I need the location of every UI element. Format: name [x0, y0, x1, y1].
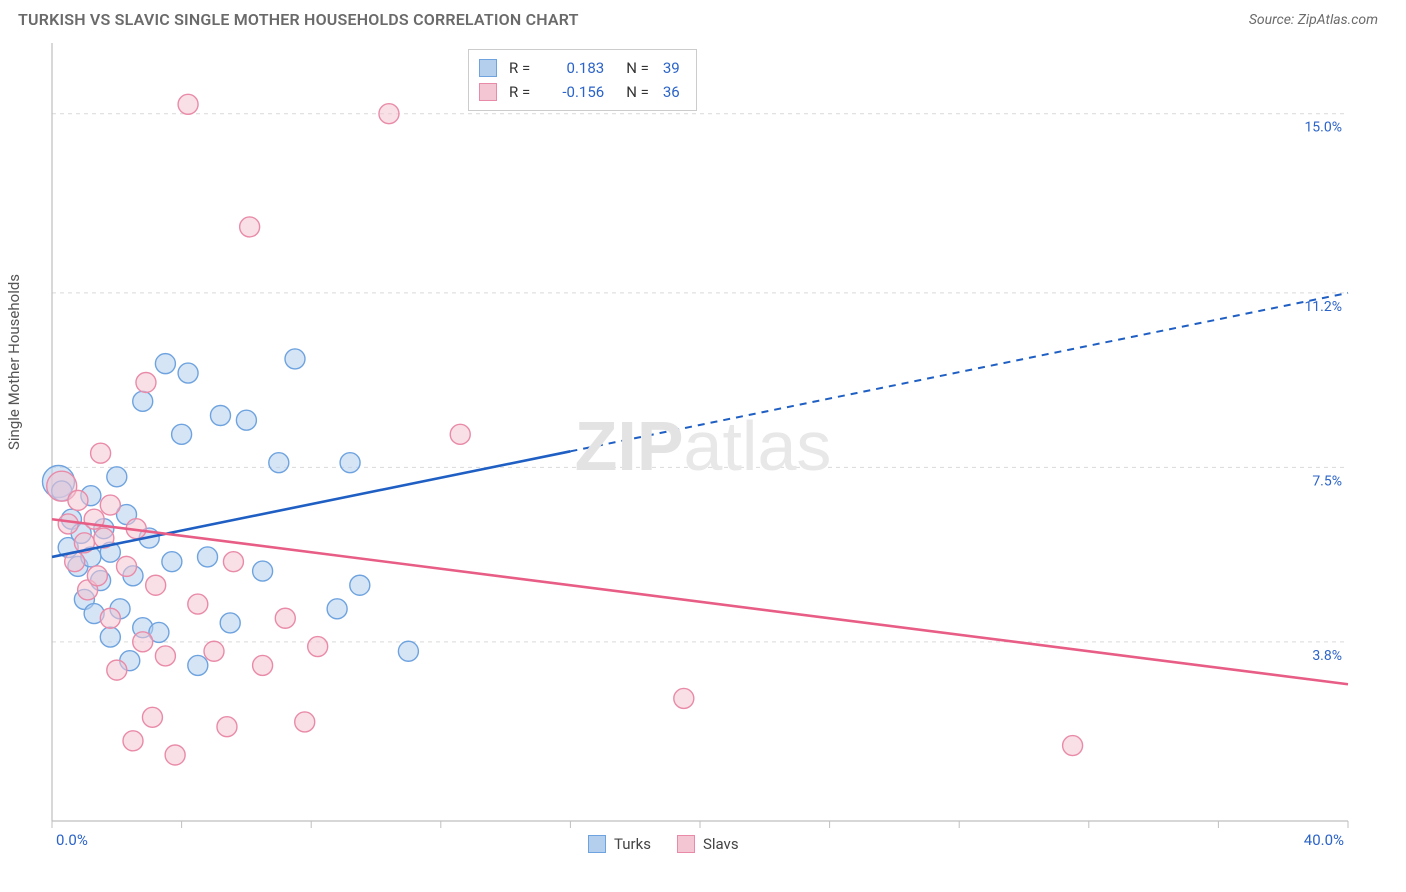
- data-point: [117, 556, 137, 576]
- data-point: [220, 613, 240, 633]
- data-point: [253, 655, 273, 675]
- legend-r-value: 0.183: [540, 56, 604, 80]
- legend-r-value: -0.156: [540, 80, 604, 104]
- scatter-chart: 15.0%11.2%7.5%3.8%0.0%40.0%: [18, 35, 1368, 865]
- data-point: [295, 712, 315, 732]
- legend-n-value: 36: [663, 80, 680, 104]
- data-point: [275, 608, 295, 628]
- source-prefix: Source:: [1249, 12, 1298, 28]
- data-point: [198, 547, 218, 567]
- legend-n-label: N =: [626, 80, 649, 104]
- data-point: [308, 637, 328, 657]
- series-legend-label: Slavs: [703, 835, 739, 853]
- data-point: [155, 646, 175, 666]
- data-point: [146, 575, 166, 595]
- chart-header: TURKISH VS SLAVIC SINGLE MOTHER HOUSEHOL…: [0, 0, 1406, 35]
- data-point: [142, 707, 162, 727]
- legend-n-value: 39: [663, 56, 680, 80]
- y-tick-label: 15.0%: [1304, 120, 1342, 136]
- data-point: [100, 608, 120, 628]
- trend-line-dashed: [570, 293, 1348, 451]
- series-legend-item: Slavs: [677, 835, 739, 853]
- chart-container: Single Mother Households ZIPatlas 15.0%1…: [18, 35, 1388, 865]
- series-legend-item: Turks: [588, 835, 651, 853]
- data-point: [87, 566, 107, 586]
- data-point: [136, 372, 156, 392]
- series-legend: Turks Slavs: [588, 835, 739, 853]
- data-point: [223, 552, 243, 572]
- legend-n-label: N =: [626, 56, 649, 80]
- source-name: ZipAtlas.com: [1298, 12, 1378, 28]
- data-point: [107, 660, 127, 680]
- data-point: [133, 391, 153, 411]
- data-point: [178, 363, 198, 383]
- data-point: [340, 453, 360, 473]
- y-tick-label: 3.8%: [1312, 648, 1342, 664]
- chart-source: Source: ZipAtlas.com: [1249, 12, 1378, 28]
- data-point: [398, 641, 418, 661]
- correlation-legend: R = 0.183 N = 39 R = -0.156 N = 36: [468, 49, 697, 111]
- data-point: [379, 104, 399, 124]
- legend-row: R = -0.156 N = 36: [479, 80, 680, 104]
- data-point: [58, 514, 78, 534]
- data-point: [1063, 736, 1083, 756]
- data-point: [172, 424, 192, 444]
- legend-swatch: [677, 835, 695, 853]
- data-point: [107, 467, 127, 487]
- data-point: [285, 349, 305, 369]
- data-point: [155, 354, 175, 374]
- legend-swatch: [479, 59, 497, 77]
- data-point: [162, 552, 182, 572]
- data-point: [240, 217, 260, 237]
- chart-title: TURKISH VS SLAVIC SINGLE MOTHER HOUSEHOL…: [18, 10, 579, 29]
- x-max-label: 40.0%: [1304, 831, 1344, 849]
- data-point: [68, 490, 88, 510]
- data-point: [91, 443, 111, 463]
- series-legend-label: Turks: [614, 835, 651, 853]
- data-point: [188, 594, 208, 614]
- data-point: [123, 731, 143, 751]
- y-tick-label: 7.5%: [1312, 473, 1342, 489]
- legend-row: R = 0.183 N = 39: [479, 56, 680, 80]
- legend-swatch: [588, 835, 606, 853]
- data-point: [210, 405, 230, 425]
- data-point: [674, 688, 694, 708]
- data-point: [204, 641, 224, 661]
- data-point: [133, 632, 153, 652]
- data-point: [100, 495, 120, 515]
- data-point: [217, 717, 237, 737]
- legend-r-label: R =: [509, 56, 530, 80]
- data-point: [100, 627, 120, 647]
- data-point: [253, 561, 273, 581]
- x-min-label: 0.0%: [56, 831, 88, 849]
- trend-line-solid: [52, 519, 1348, 684]
- legend-r-label: R =: [509, 80, 530, 104]
- data-point: [350, 575, 370, 595]
- data-point: [269, 453, 289, 473]
- data-point: [450, 424, 470, 444]
- data-point: [236, 410, 256, 430]
- data-point: [188, 655, 208, 675]
- data-point: [327, 599, 347, 619]
- data-point: [178, 94, 198, 114]
- legend-swatch: [479, 83, 497, 101]
- data-point: [165, 745, 185, 765]
- y-axis-label: Single Mother Households: [5, 274, 23, 450]
